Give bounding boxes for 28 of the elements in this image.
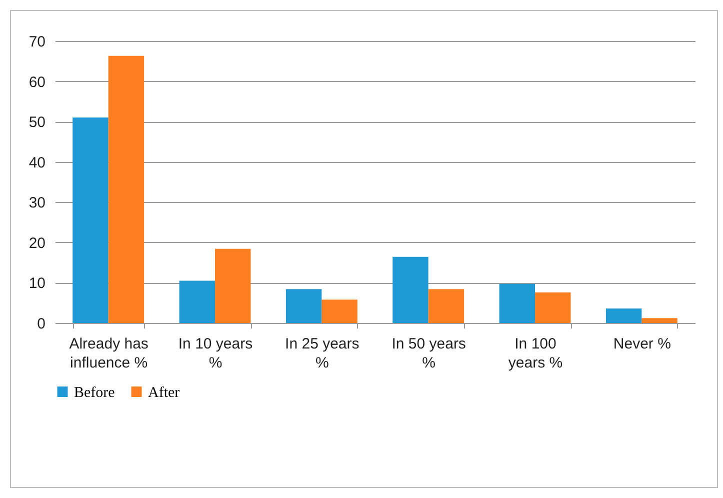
y-tick-label: 70: [28, 34, 46, 50]
x-tick-label: In 10 years %: [178, 336, 253, 372]
bar: [499, 284, 535, 323]
y-tick-label: 60: [28, 74, 46, 91]
bar: [428, 289, 464, 323]
bar: [535, 292, 571, 323]
legend-label: Before: [74, 384, 116, 401]
bar: [286, 289, 322, 323]
bar: [179, 280, 215, 323]
bar: [606, 308, 642, 323]
y-tick-label: 20: [28, 234, 46, 252]
x-tick-label: Never %: [613, 336, 671, 352]
y-tick-label: 0: [37, 316, 46, 332]
bar: [322, 300, 358, 323]
x-tick-label: In 25 years %: [285, 336, 360, 372]
bar: [108, 56, 144, 323]
bar: [392, 256, 428, 323]
bar: [72, 118, 108, 323]
y-tick-label: 30: [28, 194, 46, 212]
y-tick-label: 50: [28, 114, 46, 132]
bar: [642, 318, 678, 323]
y-tick-label: 10: [28, 275, 46, 292]
y-tick-label: 40: [28, 154, 46, 172]
x-tick-label: Already has influence %: [69, 336, 148, 372]
x-tick-label: In 50 years %: [392, 336, 466, 372]
x-tick-label: In 100 years %: [508, 336, 563, 372]
legend-label: After: [148, 384, 180, 401]
bar: [215, 248, 251, 323]
